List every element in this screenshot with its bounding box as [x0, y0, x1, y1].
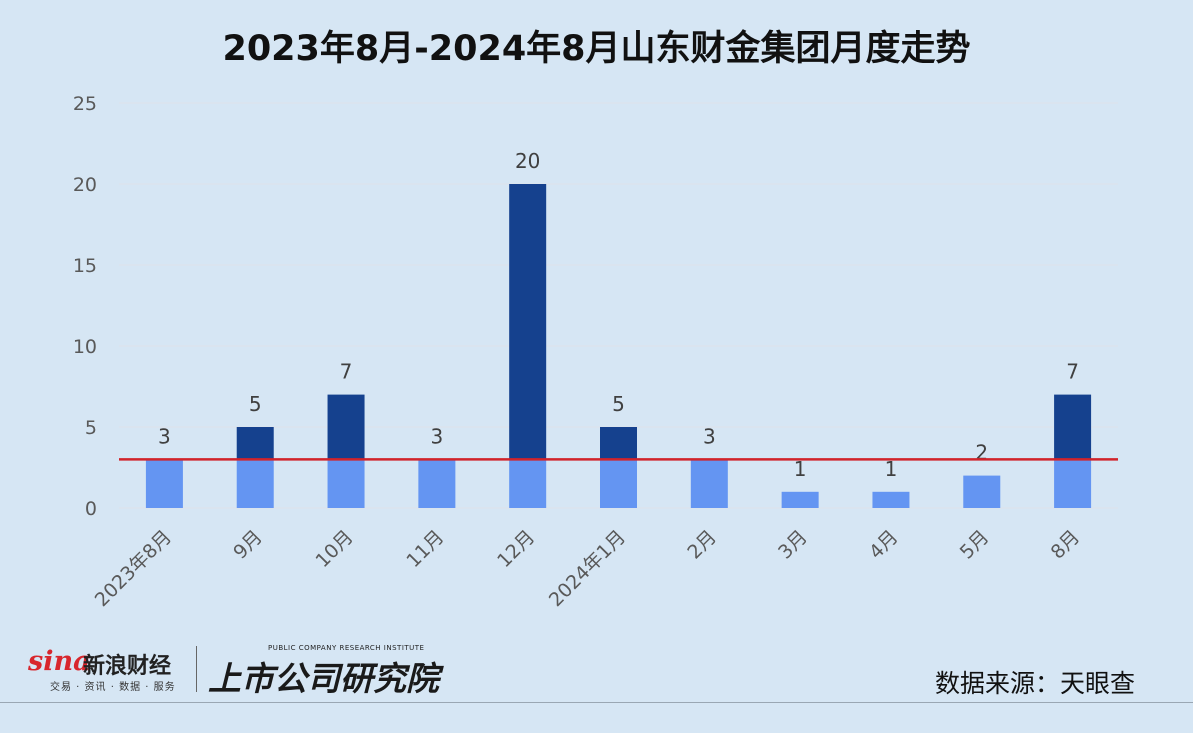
- x-tick-label: 8月: [1047, 526, 1085, 564]
- footer-divider: [0, 702, 1193, 703]
- data-source: 数据来源：天眼查: [935, 669, 1136, 698]
- y-tick-label: 5: [85, 417, 97, 439]
- bar-base-segment: [600, 459, 637, 508]
- bar-base-segment: [327, 459, 365, 508]
- data-label: 1: [885, 457, 898, 481]
- data-label: 20: [515, 149, 540, 173]
- bar-upper-segment: [236, 427, 274, 460]
- sina-wordmark: sina: [28, 646, 91, 677]
- x-tick-label: 3月: [774, 526, 812, 564]
- bar-base-segment: [872, 491, 910, 508]
- data-label: 3: [703, 424, 716, 448]
- bar-base-segment: [690, 459, 728, 508]
- bar-base-segment: [509, 459, 547, 508]
- bar-base-segment: [236, 459, 274, 508]
- sina-finance-name: 新浪财经: [83, 654, 172, 679]
- x-tick-label: 2月: [683, 526, 721, 564]
- bar-upper-segment: [600, 427, 637, 460]
- data-label: 7: [1066, 360, 1079, 384]
- bar-upper-segment: [1054, 394, 1092, 460]
- y-tick-label: 0: [85, 498, 97, 520]
- x-tick-label: 9月: [229, 526, 267, 564]
- x-tick-label: 10月: [311, 526, 357, 572]
- y-tick-label: 10: [73, 336, 97, 358]
- y-tick-label: 20: [73, 174, 97, 196]
- data-label: 1: [794, 457, 807, 481]
- x-tick-label: 11月: [402, 526, 448, 572]
- x-tick-label: 2023年8月: [91, 526, 176, 611]
- x-tick-label: 4月: [865, 526, 903, 564]
- bar-base-segment: [781, 491, 819, 508]
- chart-title: 2023年8月-2024年8月山东财金集团月度走势: [222, 29, 971, 69]
- x-tick-label: 2024年1月: [545, 526, 630, 611]
- x-tick-label: 5月: [956, 526, 994, 564]
- bar-base-segment: [145, 459, 183, 508]
- y-tick-label: 15: [73, 255, 97, 277]
- sina-finance-tagline: 交易 · 资讯 · 数据 · 服务: [50, 682, 176, 693]
- bar-base-segment: [963, 475, 1001, 508]
- bar-upper-segment: [327, 394, 365, 460]
- data-label: 7: [340, 360, 353, 384]
- data-label: 5: [612, 392, 625, 416]
- data-label: 2: [975, 441, 988, 465]
- x-tick-label: 12月: [493, 526, 539, 572]
- bar-base-segment: [418, 459, 456, 508]
- logo-divider: [196, 646, 197, 692]
- data-label: 3: [158, 424, 171, 448]
- y-tick-label: 25: [73, 93, 97, 115]
- research-institute-english: PUBLIC COMPANY RESEARCH INSTITUTE: [268, 644, 425, 652]
- bar-base-segment: [1054, 459, 1092, 508]
- bar-upper-segment: [509, 184, 547, 460]
- data-label: 5: [249, 392, 262, 416]
- research-institute-name: 上市公司研究院: [208, 659, 439, 698]
- data-label: 3: [430, 424, 443, 448]
